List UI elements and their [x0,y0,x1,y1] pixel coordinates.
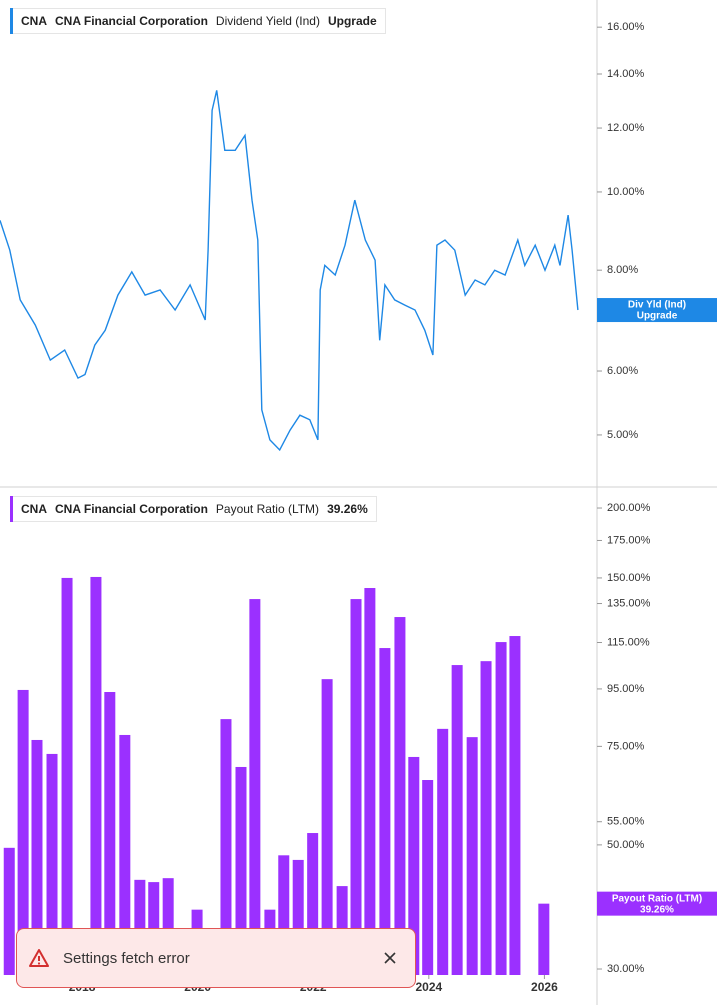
bar [379,648,391,975]
bar [220,719,232,975]
series-name: Payout Ratio (LTM) [215,502,320,516]
bar [437,728,449,975]
bar [278,855,290,975]
bar [350,599,362,975]
x-tick-label: 2026 [531,980,558,994]
y-tick-label: 14.00% [607,68,645,80]
bar [90,576,102,975]
bar [480,661,492,975]
toast: Settings fetch error [16,928,416,988]
badge-value: Upgrade [637,311,678,322]
value-badge [597,891,717,916]
y-tick-label: 10.00% [607,186,645,198]
badge-label: Payout Ratio (LTM) [612,893,702,904]
y-tick-label: 12.00% [607,122,645,134]
bar [292,859,304,975]
bar [422,780,434,975]
bar [162,878,174,975]
bar [408,756,420,975]
y-tick-label: 50.00% [607,839,645,851]
legend-swatch [10,496,13,522]
value-badge [597,298,717,323]
bar [321,679,333,975]
bar [31,739,43,975]
legend-swatch [10,8,13,34]
y-tick-label: 75.00% [607,740,645,752]
bar [538,903,550,975]
badge-value: 39.26% [640,904,674,915]
bar [134,879,146,975]
y-tick-label: 115.00% [607,636,650,648]
x-tick-label: 2024 [415,980,442,994]
bar [235,766,247,975]
y-tick-label: 200.00% [607,502,651,514]
bar [3,847,15,975]
y-tick-label: 95.00% [607,683,645,695]
y-tick-label: 16.00% [607,21,645,33]
bar [104,692,116,975]
legend: CNA CNA Financial Corporation Dividend Y… [10,8,386,34]
y-tick-label: 6.00% [607,365,638,377]
bar [119,734,131,975]
close-button[interactable] [383,951,397,965]
company: CNA Financial Corporation [55,502,208,516]
ticker: CNA [21,14,47,28]
bar [17,689,29,975]
series-line [0,90,579,452]
legend: CNA CNA Financial Corporation Payout Rat… [10,496,377,522]
bar [451,665,463,975]
warning-icon [29,949,49,967]
y-tick-label: 150.00% [607,572,651,584]
bar [394,617,406,975]
y-tick-label: 8.00% [607,264,638,276]
bar [466,737,478,975]
y-tick-label: 135.00% [607,597,651,609]
bar [364,588,376,975]
bar [61,577,73,975]
y-tick-label: 55.00% [607,816,645,828]
bar [249,599,261,975]
bar [46,753,58,975]
y-tick-label: 175.00% [607,534,651,546]
bar [307,833,319,975]
toast-message: Settings fetch error [63,949,190,967]
legend-note: Upgrade [327,14,377,28]
company: CNA Financial Corporation [55,14,208,28]
badge-label: Div Yld (Ind) [628,300,686,311]
series-name: Dividend Yield (Ind) [215,14,320,28]
bar [495,642,507,975]
y-tick-label: 30.00% [607,963,645,975]
bar [509,636,521,975]
ticker: CNA [21,502,47,516]
legend-note: 39.26% [327,502,368,516]
y-tick-label: 5.00% [607,429,638,441]
